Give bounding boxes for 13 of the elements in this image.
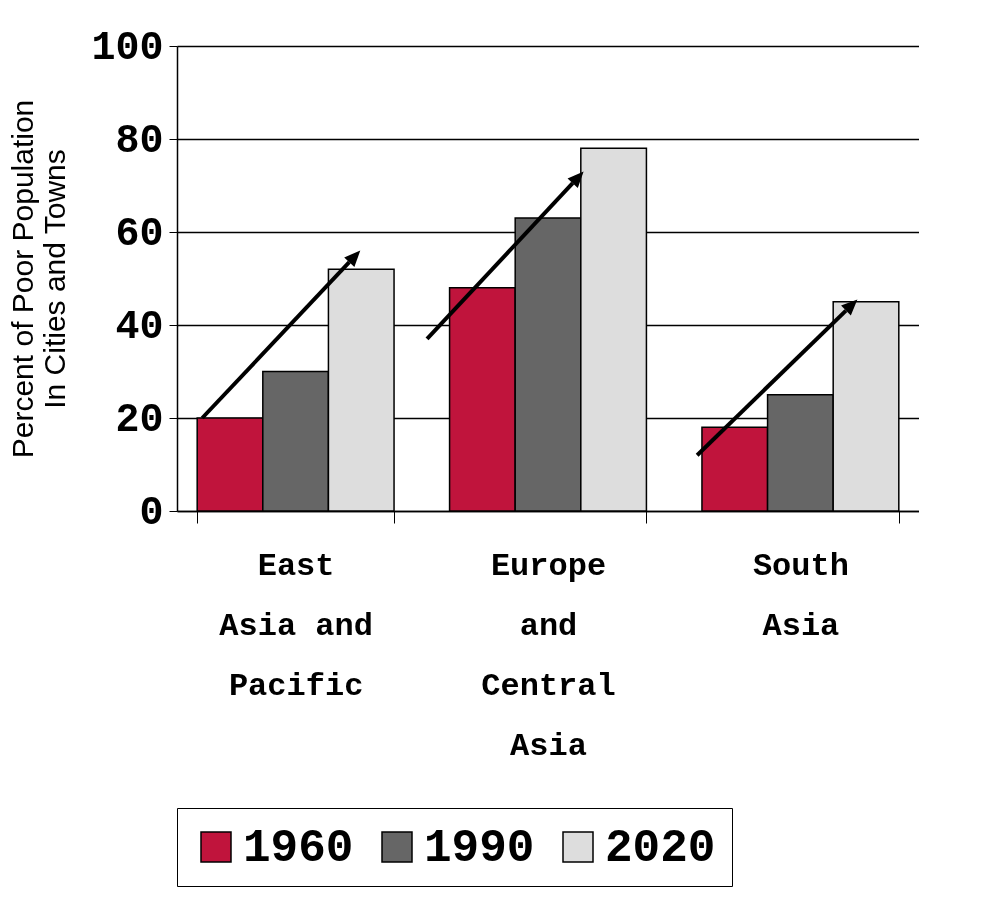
y-tick-label: 20 [115, 397, 164, 443]
x-tick-label: East Asia and Pacific [219, 547, 373, 705]
y-axis-title: Percent of Poor Population In Cities and Towns [6, 99, 72, 459]
legend-label: 1990 [424, 823, 535, 875]
y-tick-label: 0 [139, 490, 164, 536]
y-tick-label: 80 [115, 118, 164, 164]
y-tick-label: 60 [115, 211, 164, 257]
y-tick-label: 40 [115, 304, 164, 350]
legend-label: 2020 [605, 823, 716, 875]
x-tick-label: Europe and Central Asia [481, 547, 616, 765]
x-tick-label: South Asia [752, 547, 849, 645]
y-tick-label: 100 [91, 25, 164, 71]
legend-label: 1960 [243, 823, 354, 875]
